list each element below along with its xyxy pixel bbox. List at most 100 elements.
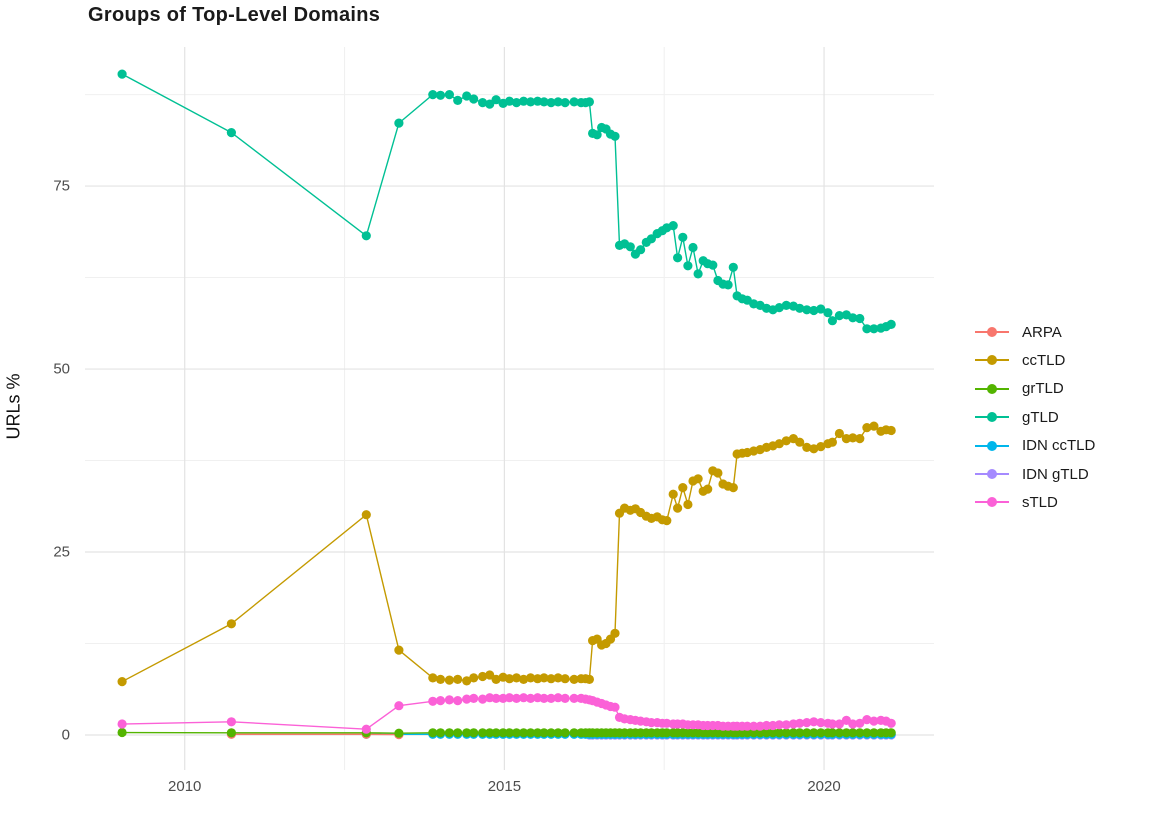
data-point bbox=[519, 728, 529, 738]
data-point bbox=[428, 90, 438, 100]
legend-key-icon bbox=[975, 495, 1009, 509]
data-point bbox=[774, 728, 784, 738]
data-point bbox=[713, 468, 723, 478]
data-point bbox=[226, 619, 236, 629]
data-point bbox=[749, 721, 759, 731]
y-tick-label: 50 bbox=[53, 360, 70, 378]
data-point bbox=[469, 673, 479, 683]
data-point bbox=[491, 95, 501, 105]
data-point bbox=[802, 442, 812, 452]
data-point bbox=[526, 97, 536, 107]
legend-item-gtld: gTLD bbox=[975, 405, 1059, 429]
series-grtld bbox=[117, 727, 896, 738]
data-point bbox=[546, 728, 556, 738]
data-point bbox=[462, 694, 472, 704]
data-point bbox=[491, 728, 501, 738]
data-point bbox=[519, 96, 529, 106]
data-point bbox=[636, 245, 646, 255]
data-point bbox=[226, 717, 236, 727]
legend-label: ARPA bbox=[1022, 323, 1062, 341]
data-point bbox=[708, 260, 718, 270]
data-point bbox=[683, 261, 693, 271]
data-point bbox=[728, 262, 738, 272]
x-tick-label: 2020 bbox=[807, 778, 841, 795]
series-gtld bbox=[117, 69, 896, 334]
data-point bbox=[491, 674, 501, 685]
data-point bbox=[226, 728, 236, 738]
data-point bbox=[795, 437, 805, 447]
data-point bbox=[862, 423, 872, 433]
data-point bbox=[394, 701, 404, 711]
data-point bbox=[795, 718, 805, 728]
data-point bbox=[435, 696, 446, 706]
data-point bbox=[394, 728, 404, 738]
data-point bbox=[809, 728, 819, 738]
data-point bbox=[855, 728, 865, 738]
data-point bbox=[478, 728, 488, 738]
data-point bbox=[673, 503, 683, 513]
data-point bbox=[809, 444, 819, 454]
x-tick-label: 2010 bbox=[168, 778, 202, 795]
data-point bbox=[886, 728, 896, 738]
data-point bbox=[742, 728, 752, 738]
data-point bbox=[668, 221, 678, 231]
data-point bbox=[546, 98, 556, 108]
data-point bbox=[526, 693, 536, 704]
legend-item-grtld: grTLD bbox=[975, 377, 1064, 401]
data-point bbox=[816, 304, 826, 314]
data-point bbox=[827, 728, 838, 738]
data-point bbox=[668, 489, 678, 499]
data-point bbox=[485, 99, 495, 109]
y-tick-label: 25 bbox=[53, 543, 70, 561]
data-point bbox=[693, 269, 703, 279]
data-point bbox=[841, 728, 852, 738]
series-arpa bbox=[226, 729, 404, 740]
legend-label: IDN gTLD bbox=[1022, 465, 1089, 483]
data-point bbox=[428, 728, 438, 738]
data-point bbox=[774, 439, 784, 449]
data-point bbox=[453, 95, 463, 105]
data-point bbox=[478, 671, 488, 682]
data-point bbox=[539, 97, 549, 107]
data-point bbox=[848, 728, 858, 738]
data-point bbox=[478, 98, 488, 108]
data-point bbox=[584, 97, 595, 107]
data-point bbox=[498, 728, 508, 738]
data-point bbox=[834, 311, 845, 321]
legend-item-arpa: ARPA bbox=[975, 320, 1062, 344]
data-point bbox=[816, 442, 826, 452]
data-point bbox=[781, 728, 791, 738]
data-point bbox=[774, 720, 784, 730]
data-point bbox=[435, 728, 446, 738]
data-point bbox=[802, 718, 812, 728]
data-point bbox=[519, 674, 529, 685]
data-point bbox=[361, 510, 371, 520]
data-point bbox=[774, 303, 784, 313]
data-point bbox=[584, 674, 595, 685]
data-point bbox=[827, 719, 838, 729]
legend-item-idn-gtld: IDN gTLD bbox=[975, 462, 1089, 486]
y-tick-label: 75 bbox=[53, 177, 70, 195]
data-point bbox=[504, 693, 515, 703]
data-point bbox=[862, 728, 872, 738]
data-point bbox=[462, 728, 472, 738]
data-point bbox=[742, 721, 752, 731]
data-point bbox=[827, 437, 838, 447]
data-point bbox=[444, 695, 454, 705]
data-point bbox=[117, 677, 127, 687]
data-point bbox=[511, 98, 522, 108]
data-point bbox=[478, 694, 488, 704]
data-point bbox=[546, 693, 556, 704]
data-point bbox=[435, 674, 446, 685]
data-point bbox=[688, 242, 698, 253]
data-point bbox=[886, 425, 896, 436]
data-point bbox=[788, 728, 799, 738]
data-point bbox=[453, 696, 463, 706]
data-point bbox=[394, 118, 404, 128]
data-point bbox=[560, 98, 570, 108]
data-point bbox=[491, 693, 501, 704]
legend-item-cctld: ccTLD bbox=[975, 348, 1065, 372]
legend-label: ccTLD bbox=[1022, 351, 1066, 369]
legend-label: grTLD bbox=[1022, 380, 1064, 398]
